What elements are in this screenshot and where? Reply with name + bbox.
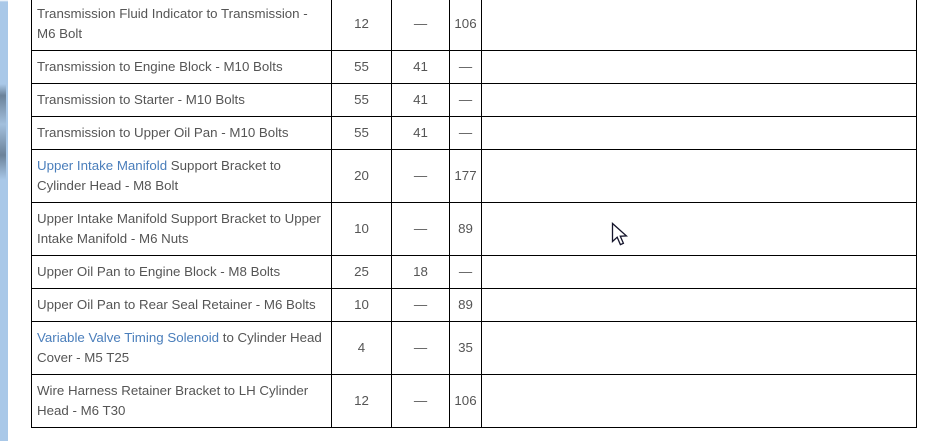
cell-description: Transmission to Engine Block - M10 Bolts — [31, 50, 332, 84]
table-row: Variable Valve Timing Solenoid to Cylind… — [31, 321, 917, 375]
table-row: Wire Harness Retainer Bracket to LH Cyli… — [31, 374, 917, 428]
cell-lb-ft: — — [391, 288, 450, 322]
cell-nm: 55 — [331, 83, 392, 117]
cell-notes — [481, 321, 917, 375]
cell-lb-in: 106 — [449, 374, 482, 428]
cell-lb-ft: 41 — [391, 116, 450, 150]
cell-lb-ft: 41 — [391, 83, 450, 117]
cell-description: Variable Valve Timing Solenoid to Cylind… — [31, 321, 332, 375]
cell-lb-in: 89 — [449, 288, 482, 322]
cell-notes — [481, 202, 917, 256]
cell-lb-in: 35 — [449, 321, 482, 375]
table-row: Transmission to Upper Oil Pan - M10 Bolt… — [31, 116, 917, 150]
cell-lb-in: — — [449, 83, 482, 117]
cell-notes — [481, 149, 917, 203]
description-text: Transmission Fluid Indicator to Transmis… — [37, 6, 308, 41]
description-text: Upper Oil Pan to Engine Block - M8 Bolts — [37, 264, 281, 279]
description-link[interactable]: Upper Intake Manifold — [37, 158, 168, 173]
description-text: to Cylinder Head Cover - M5 T25 — [37, 330, 322, 365]
cell-description: Wire Harness Retainer Bracket to LH Cyli… — [31, 374, 332, 428]
cell-description: Upper Oil Pan to Engine Block - M8 Bolts — [31, 255, 332, 289]
cell-lb-in: 89 — [449, 202, 482, 256]
table-row: Transmission Fluid Indicator to Transmis… — [31, 0, 917, 51]
table-row: Upper Intake Manifold Support Bracket to… — [31, 202, 917, 256]
cell-description: Upper Oil Pan to Rear Seal Retainer - M6… — [31, 288, 332, 322]
cell-description: Upper Intake Manifold Support Bracket to… — [31, 202, 332, 256]
table-row: Transmission to Engine Block - M10 Bolts… — [31, 50, 917, 84]
cell-lb-ft: — — [391, 374, 450, 428]
cell-lb-ft: — — [391, 202, 450, 256]
description-text: Upper Intake Manifold Support Bracket to… — [37, 211, 321, 246]
cell-notes — [481, 83, 917, 117]
description-text: Wire Harness Retainer Bracket to LH Cyli… — [37, 383, 309, 418]
cell-notes — [481, 116, 917, 150]
description-text: Transmission to Engine Block - M10 Bolts — [37, 59, 283, 74]
table-row: Transmission to Starter - M10 Bolts 55 41— — [31, 83, 917, 117]
description-link[interactable]: Variable Valve Timing Solenoid — [37, 330, 220, 345]
cell-lb-ft: 41 — [391, 50, 450, 84]
cell-nm: 55 — [331, 50, 392, 84]
cell-lb-in: 177 — [449, 149, 482, 203]
table-body: Torque Converter Dust Shield - M6 Bolt12… — [31, 0, 917, 428]
description-text: Transmission to Starter - M10 Bolts — [37, 92, 245, 107]
table-row: Upper Intake Manifold Support Bracket to… — [31, 149, 917, 203]
cell-notes — [481, 288, 917, 322]
left-page-gutter — [0, 0, 8, 441]
cell-nm: 25 — [331, 255, 392, 289]
cell-description: Transmission to Upper Oil Pan - M10 Bolt… — [31, 116, 332, 150]
cell-lb-in: — — [449, 50, 482, 84]
description-text: Support Bracket to Cylinder Head - M8 Bo… — [37, 158, 281, 193]
description-text: Transmission to Upper Oil Pan - M10 Bolt… — [37, 125, 289, 140]
cell-nm: 10 — [331, 288, 392, 322]
cell-nm: 4 — [331, 321, 392, 375]
cell-lb-in: 106 — [449, 0, 482, 51]
cell-notes — [481, 0, 917, 51]
cell-notes — [481, 255, 917, 289]
cell-nm: 12 — [331, 374, 392, 428]
cell-lb-ft: — — [391, 321, 450, 375]
cell-lb-ft: — — [391, 0, 450, 51]
cell-lb-ft: 18 — [391, 255, 450, 289]
cell-notes — [481, 50, 917, 84]
cell-lb-in: — — [449, 116, 482, 150]
cell-nm: 12 — [331, 0, 392, 51]
cell-nm: 55 — [331, 116, 392, 150]
cell-description: Transmission to Starter - M10 Bolts — [31, 83, 332, 117]
table-row: Upper Oil Pan to Engine Block - M8 Bolts… — [31, 255, 917, 289]
description-text: Upper Oil Pan to Rear Seal Retainer - M6… — [37, 297, 316, 312]
cell-lb-ft: — — [391, 149, 450, 203]
torque-specification-table: Torque Converter Dust Shield - M6 Bolt12… — [31, 0, 917, 428]
scrollbar-thumb[interactable] — [0, 84, 6, 180]
cell-nm: 10 — [331, 202, 392, 256]
cell-lb-in: — — [449, 255, 482, 289]
cell-description: Transmission Fluid Indicator to Transmis… — [31, 0, 332, 51]
cell-nm: 20 — [331, 149, 392, 203]
cell-notes — [481, 374, 917, 428]
cell-description: Upper Intake Manifold Support Bracket to… — [31, 149, 332, 203]
table-row: Upper Oil Pan to Rear Seal Retainer - M6… — [31, 288, 917, 322]
